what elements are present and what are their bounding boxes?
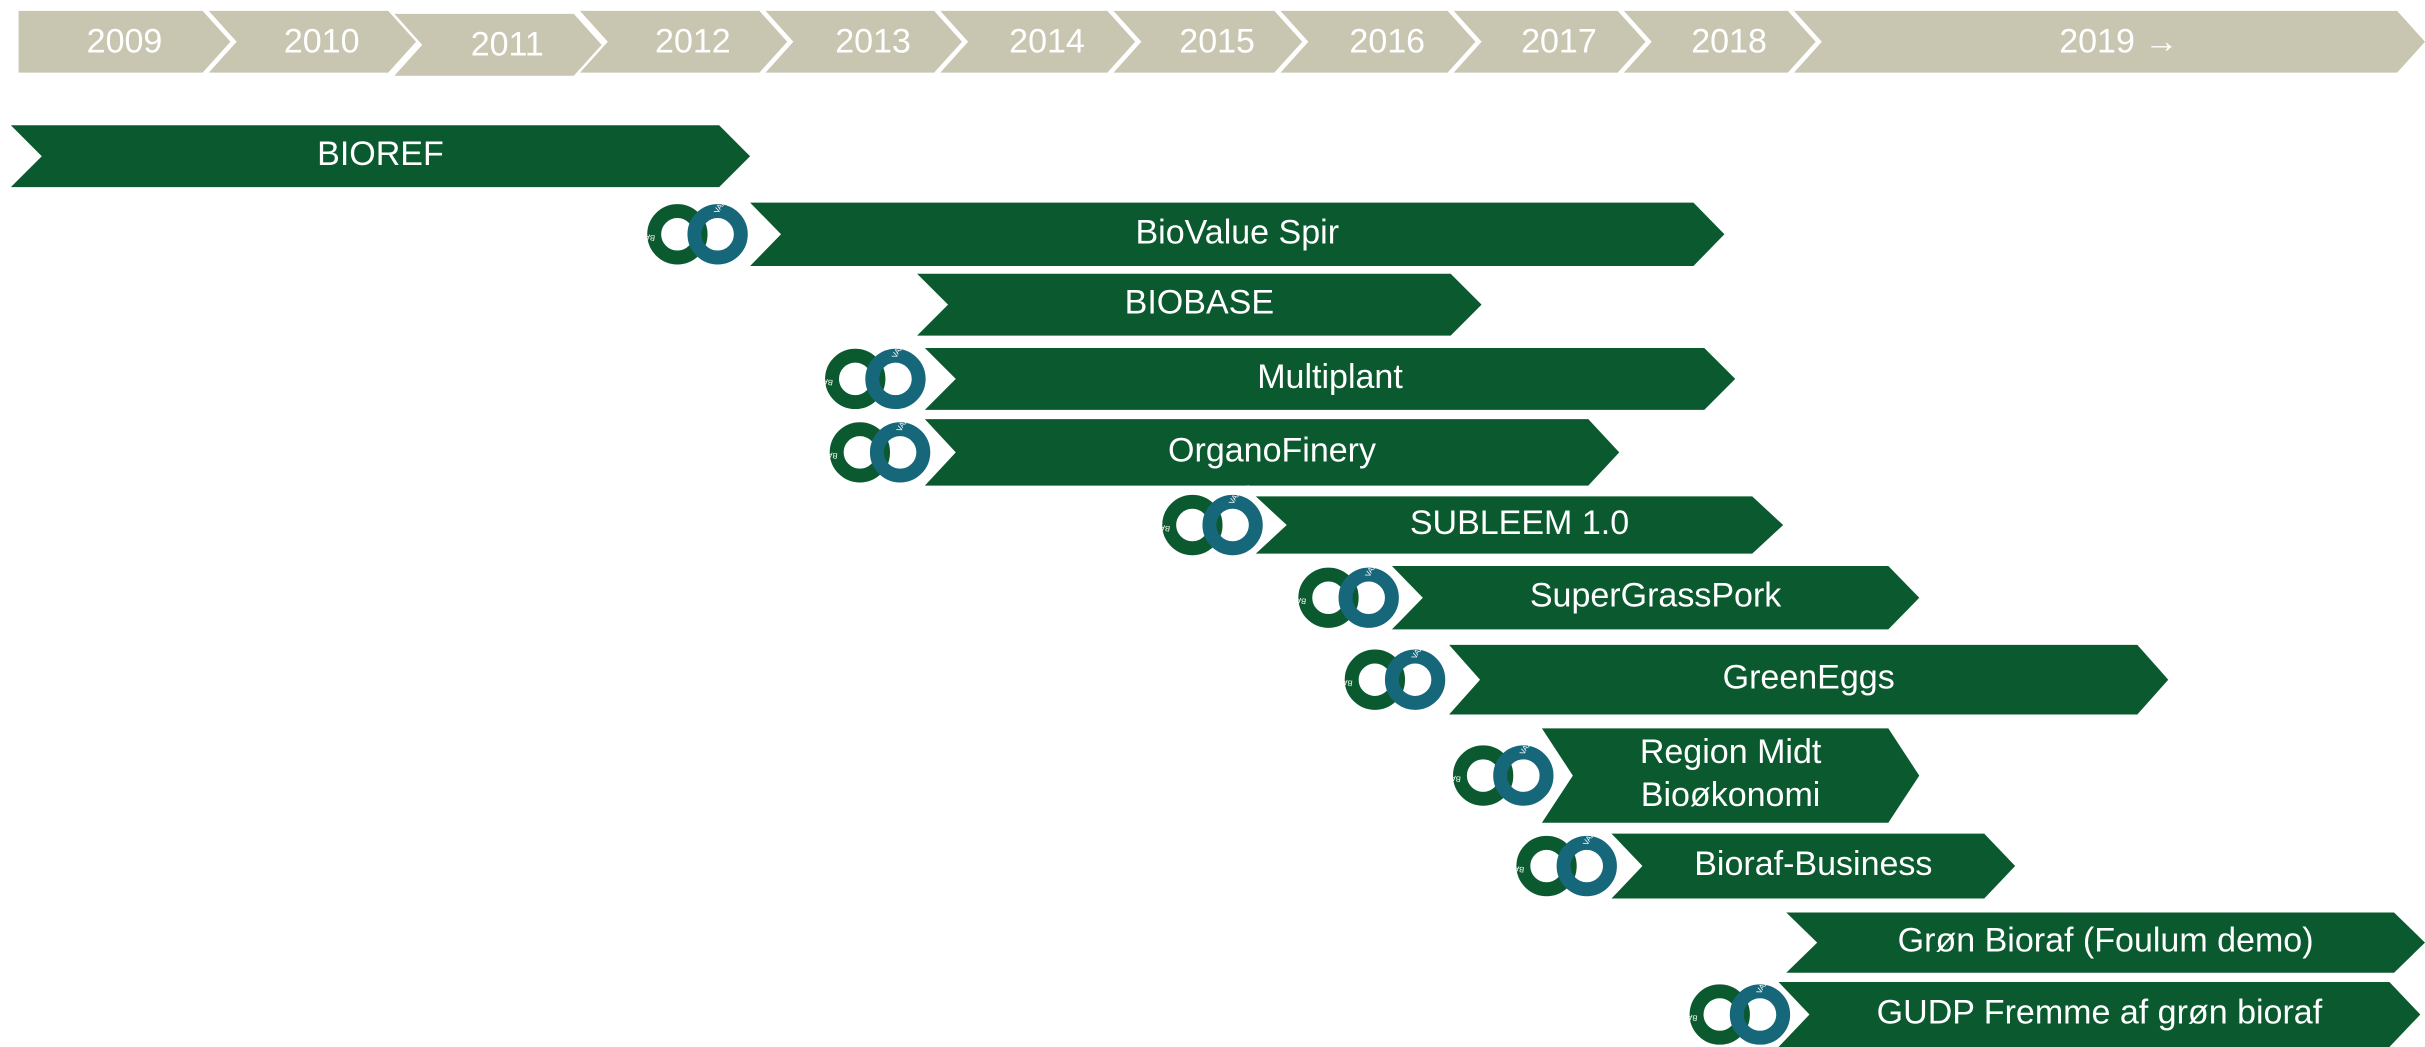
project-label: Bioraf-Business <box>1694 845 1932 883</box>
year-chevron <box>394 13 602 76</box>
project-label: BioValue Spir <box>1135 213 1339 251</box>
project-chevron <box>924 347 1736 410</box>
project-label: OrganoFinery <box>1168 431 1376 469</box>
project-chevron <box>10 125 751 188</box>
project-label: GreenEggs <box>1723 659 1895 697</box>
logo-text-path: LANDBRUG <box>0 0 1353 688</box>
project-label: Grøn Bioraf (Foulum demo) <box>1898 922 2314 960</box>
year-chevron <box>18 10 231 73</box>
year-chevron <box>1280 10 1476 73</box>
logo-ring <box>1202 494 1263 556</box>
project-label: Bioøkonomi <box>1641 776 1821 814</box>
project-chevron <box>924 419 1620 486</box>
year-label: 2015 <box>1179 22 1255 60</box>
year-label: 2014 <box>1009 22 1085 60</box>
year-chevron <box>765 10 962 73</box>
project-chevron <box>1778 982 2421 1047</box>
year-label: 2009 <box>87 22 163 60</box>
project-label: SUBLEEM 1.0 <box>1410 504 1629 542</box>
project-chevron <box>1786 912 2425 973</box>
project-chevron <box>1449 644 2169 715</box>
project-label: BIOREF <box>317 135 444 173</box>
year-chevron <box>1453 10 1646 73</box>
year-label: 2013 <box>835 22 911 60</box>
project-chevron <box>1541 728 1920 823</box>
year-label: 2012 <box>655 22 731 60</box>
logo-ring <box>1338 567 1399 628</box>
year-chevron <box>1113 10 1303 73</box>
project-label: Region Midt <box>1640 733 1822 771</box>
logo-ring <box>1729 984 1791 1045</box>
project-label: GUDP Fremme af grøn bioraf <box>1877 994 2323 1032</box>
project-chevron <box>1391 566 1920 630</box>
year-label: 2011 <box>471 25 544 63</box>
year-chevron <box>579 10 788 73</box>
project-label: SuperGrassPork <box>1530 577 1782 615</box>
project-label: Multiplant <box>1257 358 1403 396</box>
logo-text: LANDBRUG <box>0 0 1353 688</box>
project-label: BIOBASE <box>1125 284 1274 322</box>
logo-ring <box>1384 649 1446 710</box>
logo-ring <box>865 348 926 410</box>
year-chevron <box>1793 10 2425 73</box>
project-chevron <box>1255 496 1784 554</box>
year-label: 2018 <box>1691 22 1767 60</box>
year-chevron <box>208 10 417 73</box>
logo-ring <box>1556 835 1617 897</box>
logo-ring <box>687 204 748 265</box>
logo-ring <box>1493 745 1554 806</box>
logo-ring <box>869 422 931 483</box>
year-label: 2016 <box>1349 22 1425 60</box>
project-chevron <box>750 202 1725 267</box>
project-chevron <box>1611 833 2016 899</box>
year-chevron <box>1623 10 1816 73</box>
year-label: 2010 <box>284 22 360 60</box>
year-label: 2019 → <box>2059 22 2178 60</box>
project-chevron <box>917 273 1482 336</box>
year-label: 2017 <box>1521 22 1597 60</box>
year-chevron <box>940 10 1136 73</box>
